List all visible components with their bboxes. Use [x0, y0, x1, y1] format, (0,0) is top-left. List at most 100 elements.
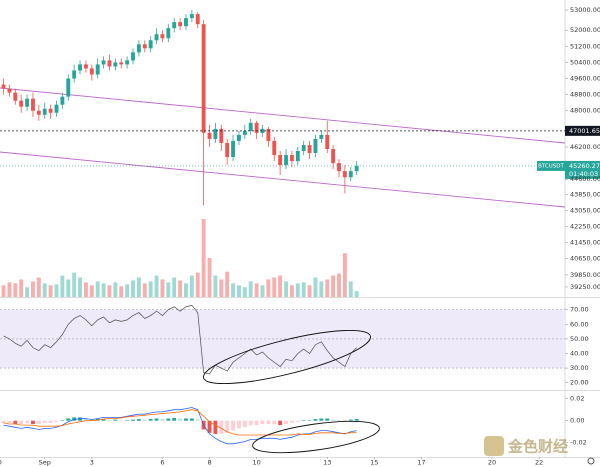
- settings-icon[interactable]: [587, 457, 595, 465]
- volume-bar: [254, 283, 259, 297]
- y-tick-label: 50400.00: [570, 58, 600, 66]
- candle-body: [254, 122, 259, 133]
- macd-histogram-bar: [284, 420, 288, 424]
- x-tick-label: 13: [323, 459, 331, 467]
- y-tick-label: 40650.00: [570, 255, 600, 263]
- y-tick-label: 44600.00: [570, 175, 600, 183]
- candle-body: [295, 151, 300, 162]
- watermark-text: 金色财经: [507, 438, 568, 456]
- volume-bar: [101, 283, 106, 297]
- macd-histogram-bar: [19, 420, 24, 424]
- macd-histogram-bar: [142, 419, 147, 421]
- y-tick-label: 39250.00: [570, 283, 600, 291]
- y-tick-label: 20.00: [570, 379, 589, 387]
- signal-line: [3, 409, 357, 436]
- volume-bar: [207, 258, 212, 297]
- candle-body: [78, 64, 82, 71]
- candle-body: [25, 98, 30, 107]
- macd-histogram-bar: [1, 420, 6, 423]
- volume-bar: [307, 285, 312, 297]
- volume-bar: [284, 281, 288, 297]
- macd-histogram-bar: [7, 420, 12, 423]
- channel-upper: [0, 87, 566, 144]
- volume-bar: [278, 275, 283, 297]
- volume-bar: [272, 277, 277, 297]
- macd-histogram-bar: [295, 420, 300, 422]
- volume-bar: [289, 285, 294, 297]
- macd-histogram-bar: [289, 420, 294, 423]
- macd-histogram-bar: [83, 418, 88, 421]
- y-tick-label: 39850.00: [570, 271, 600, 279]
- volume-bar: [248, 281, 253, 297]
- candle-body: [166, 28, 171, 39]
- macd-histogram-bar: [184, 418, 188, 421]
- macd-histogram-bar: [248, 420, 253, 426]
- candle-body: [83, 64, 88, 69]
- volume-bar: [242, 287, 247, 297]
- candle-body: [195, 14, 200, 25]
- y-tick-label: 42250.00: [570, 223, 600, 231]
- macd-annotation-ellipse: [252, 420, 380, 454]
- x-tick-label: 10: [252, 459, 260, 467]
- macd-histogram-bar: [166, 418, 171, 421]
- volume-bar: [166, 282, 171, 297]
- candle-body: [189, 14, 194, 19]
- volume-bar: [225, 271, 230, 297]
- macd-histogram-bar: [331, 419, 336, 421]
- candle-body: [266, 128, 271, 141]
- candle-body: [201, 24, 206, 133]
- y-tick-label: 53000.00: [570, 6, 600, 14]
- candle-body: [54, 104, 59, 113]
- x-tick-label: 22: [535, 459, 543, 467]
- volume-bar: [201, 219, 206, 297]
- candle-body: [207, 132, 212, 139]
- volume-bar: [95, 281, 100, 297]
- candle-body: [301, 144, 306, 152]
- candle-body: [219, 128, 224, 143]
- y-tick-label: 49600.00: [570, 75, 600, 83]
- x-tick-label: 6: [160, 459, 164, 467]
- candle-body: [231, 140, 236, 158]
- volume-bar: [301, 282, 306, 297]
- candle-body: [348, 171, 353, 178]
- macd-histogram-bar: [107, 419, 112, 421]
- candle-body: [178, 22, 183, 27]
- macd-histogram-bar: [78, 417, 82, 421]
- x-tick-label: 8: [207, 459, 211, 467]
- volume-bar: [125, 284, 130, 297]
- volume-bar: [178, 280, 183, 297]
- macd-histogram-bar: [254, 420, 259, 426]
- x-tick-label: 20: [488, 459, 496, 467]
- macd-histogram-bar: [225, 420, 230, 433]
- macd-histogram-bar: [337, 420, 341, 421]
- candle-body: [337, 163, 341, 172]
- macd-histogram-bar: [189, 418, 194, 421]
- volume-bar: [231, 283, 236, 297]
- volume-bar: [113, 282, 118, 297]
- volume-bar: [83, 282, 88, 297]
- y-tick-label: 48800.00: [570, 91, 600, 99]
- countdown-label: 01:40:03: [569, 170, 598, 178]
- y-tick-label: 43850.00: [570, 190, 600, 198]
- macd-histogram-bar: [195, 419, 200, 421]
- x-tick-label: 17: [417, 459, 425, 467]
- macd-histogram-bar: [272, 420, 277, 424]
- x-tick-label: 15: [370, 459, 378, 467]
- macd-histogram-bar: [89, 419, 94, 421]
- y-tick-label: 50.00: [570, 335, 589, 343]
- macd-histogram-bar: [207, 420, 212, 433]
- macd-histogram-bar: [172, 417, 177, 421]
- volume-bar: [295, 283, 300, 297]
- candle-body: [125, 60, 130, 65]
- candle-body: [154, 34, 159, 41]
- y-tick-label: 48000.00: [570, 107, 600, 115]
- macd-histogram-bar: [354, 419, 359, 421]
- candle-body: [354, 165, 359, 172]
- volume-bar: [36, 277, 41, 297]
- volume-bar: [337, 273, 341, 297]
- macd-line: [3, 407, 357, 445]
- volume-bar: [213, 275, 218, 297]
- y-tick-label: -0.02: [570, 439, 587, 447]
